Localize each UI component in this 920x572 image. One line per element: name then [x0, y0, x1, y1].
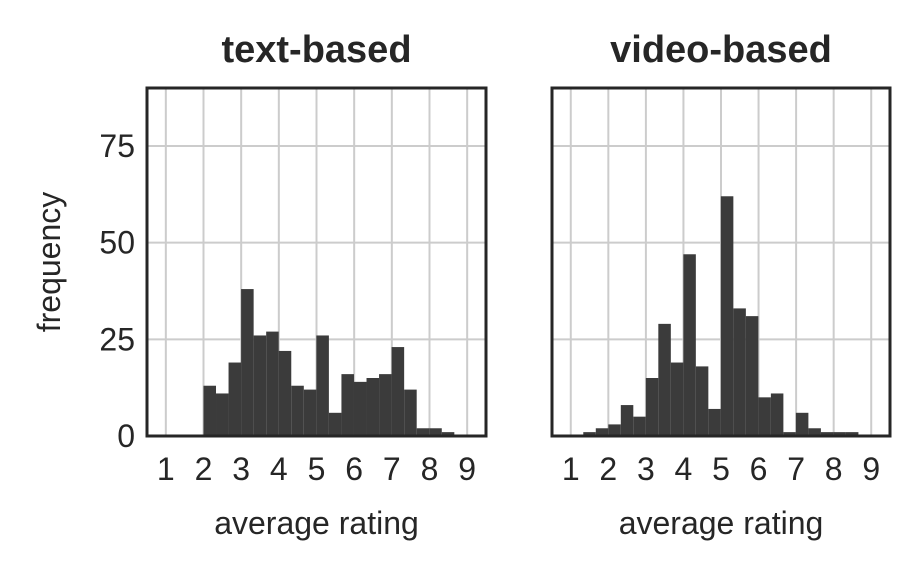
histogram-bar	[328, 412, 342, 436]
histogram-bar	[391, 347, 405, 436]
axes-frame	[145, 86, 488, 438]
histogram-bar	[708, 408, 721, 436]
y-tick-label: 25	[99, 321, 135, 357]
histogram-bar	[583, 432, 596, 436]
x-tick-label: 2	[599, 451, 617, 487]
histogram-bar	[203, 385, 217, 436]
histogram-bar	[379, 374, 392, 436]
histogram-bar	[353, 381, 367, 436]
x-tick-label: 6	[345, 451, 363, 487]
histogram-bar	[783, 432, 796, 436]
histogram-bar	[608, 424, 621, 436]
x-axis-label: average rating	[214, 505, 419, 541]
histogram-bar	[695, 366, 709, 436]
histogram-bar	[228, 362, 242, 436]
x-tick-label: 6	[750, 451, 768, 487]
histogram-bar	[216, 393, 229, 436]
y-tick-label: 75	[99, 128, 135, 164]
x-tick-label: 7	[787, 451, 805, 487]
x-tick-label: 4	[270, 451, 288, 487]
histogram-bar	[758, 397, 771, 436]
x-tick-label: 9	[862, 451, 880, 487]
histogram-bar	[670, 362, 684, 436]
x-tick-label: 9	[458, 451, 476, 487]
histogram-bar	[441, 432, 455, 436]
chart-title: video-based	[610, 29, 832, 71]
histogram-bar	[291, 385, 304, 436]
histogram-bar	[770, 393, 784, 436]
video-based-panel: 1 2 3 4 5 6 7 8 9 video-based average rating	[550, 29, 892, 541]
text-based-panel: 1 2 3 4 5 6 7 8 9 0 25 50 75 text-based average rating…	[31, 29, 488, 541]
histogram-bar	[366, 378, 380, 436]
x-tick-label: 7	[383, 451, 401, 487]
histogram-bar	[808, 428, 821, 436]
x-axis-label: average rating	[619, 505, 824, 541]
histogram-bar	[658, 323, 671, 436]
histogram-bar	[720, 196, 734, 436]
x-tick-label: 1	[157, 451, 175, 487]
histogram-bar	[733, 308, 746, 436]
chart-title: text-based	[221, 29, 411, 71]
histogram-bar	[429, 428, 442, 436]
histogram-bar	[633, 416, 646, 436]
x-tick-label: 8	[825, 451, 843, 487]
histogram-bar	[241, 289, 254, 436]
x-tick-label: 8	[421, 451, 439, 487]
y-axis-label: frequency	[31, 192, 67, 333]
histogram-bar	[683, 254, 696, 436]
x-tick-label: 3	[637, 451, 655, 487]
x-tick-label: 2	[195, 451, 213, 487]
histogram-bar	[620, 405, 634, 436]
histogram-bar	[645, 378, 659, 436]
histogram-bar	[833, 432, 846, 436]
x-tick-label: 1	[562, 451, 580, 487]
histogram-bar	[266, 331, 279, 436]
histogram-bar	[404, 389, 417, 436]
histogram-bar	[795, 412, 809, 436]
x-tick-label: 4	[675, 451, 693, 487]
x-tick-label: 5	[712, 451, 730, 487]
y-tick-label: 0	[117, 418, 135, 454]
histogram-bar	[845, 432, 859, 436]
histogram-bar	[278, 350, 292, 436]
histogram-bar	[316, 335, 329, 436]
x-tick-label: 3	[232, 451, 250, 487]
histogram-bar	[595, 428, 609, 436]
histogram-bar	[341, 374, 354, 436]
histogram-bar	[303, 389, 317, 436]
y-tick-label: 50	[99, 225, 135, 261]
histogram-bar	[820, 432, 834, 436]
axes-frame	[550, 86, 892, 438]
x-tick-label: 5	[308, 451, 326, 487]
histogram-bar	[253, 335, 267, 436]
histogram-bar	[745, 316, 759, 436]
histogram-bar	[416, 428, 430, 436]
